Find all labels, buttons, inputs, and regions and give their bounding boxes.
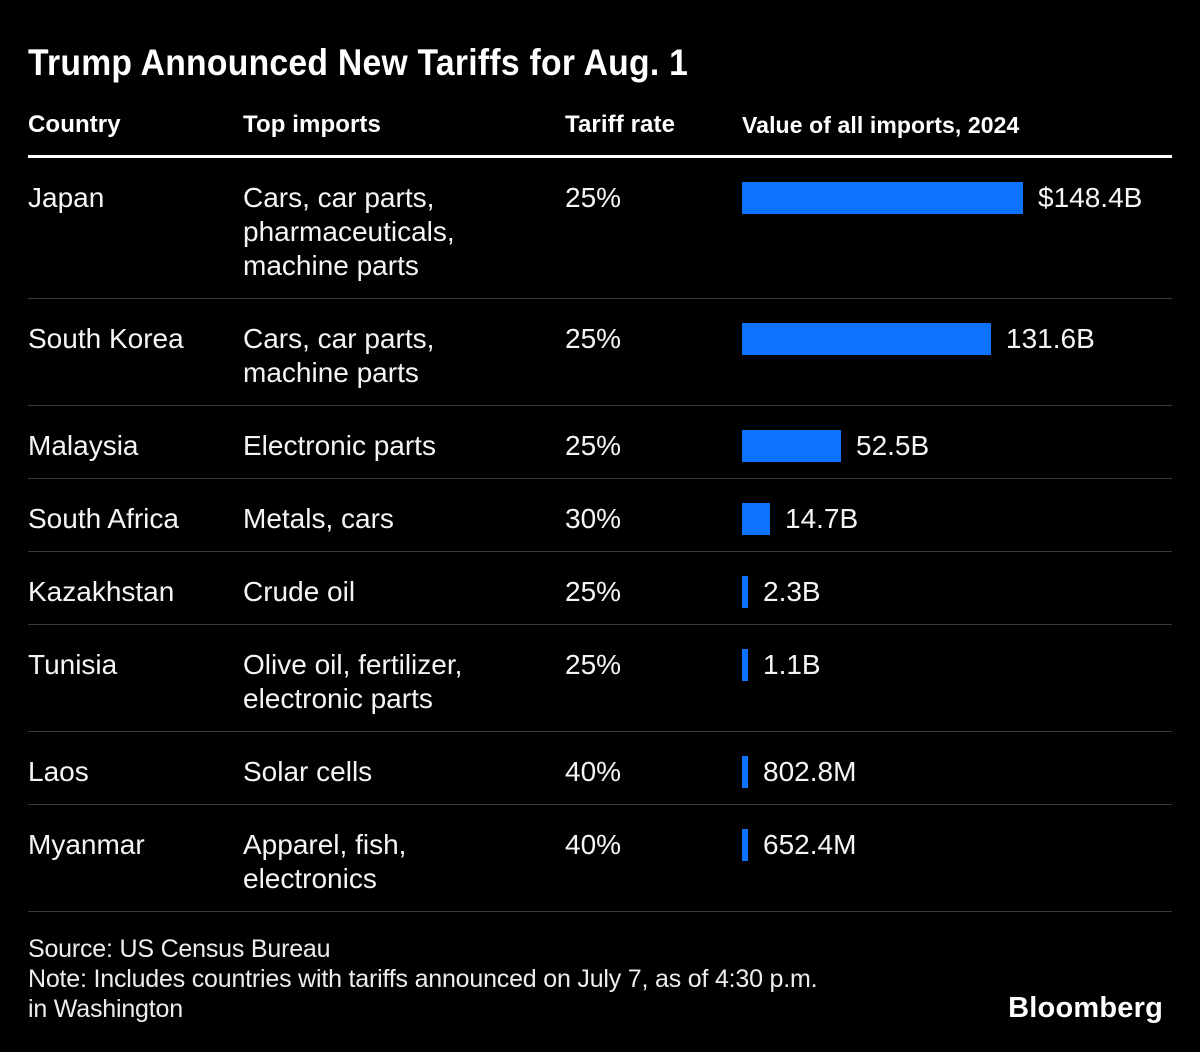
column-header-top-imports: Top imports	[243, 111, 381, 138]
top-imports-cell: Cars, car parts, pharmaceuticals, machin…	[243, 182, 455, 281]
country-cell: Kazakhstan	[28, 576, 175, 607]
table-row: South Africa Metals, cars 30% 14.7B	[28, 479, 1172, 552]
top-imports-cell: Olive oil, fertilizer, electronic parts	[243, 649, 463, 714]
top-imports-cell: Cars, car parts, machine parts	[243, 323, 435, 388]
top-imports-cell: Crude oil	[243, 576, 356, 607]
value-bar	[742, 649, 748, 681]
top-imports-cell: Metals, cars	[243, 503, 394, 534]
table-row: Kazakhstan Crude oil 25% 2.3B	[28, 552, 1172, 625]
note-line-2: in Washington	[28, 995, 183, 1023]
footnotes: Source: US Census Bureau Note: Includes …	[28, 912, 1172, 1024]
value-bar	[742, 182, 1023, 214]
value-label: 2.3B	[763, 576, 821, 607]
value-label: $148.4B	[1038, 182, 1143, 213]
table-header-row: Country Top imports Tariff rate Value of…	[28, 111, 1172, 158]
value-cell: 2.3B	[742, 575, 1172, 609]
tariff-rate-cell: 40%	[565, 829, 622, 860]
tariff-rate-cell: 40%	[565, 756, 622, 787]
tariff-rate-cell: 25%	[565, 430, 622, 461]
tariff-rate-cell: 30%	[565, 503, 622, 534]
country-cell: Tunisia	[28, 649, 118, 680]
value-bar	[742, 829, 748, 861]
value-cell: 52.5B	[742, 429, 1172, 463]
country-cell: Japan	[28, 182, 105, 213]
value-cell: 14.7B	[742, 502, 1172, 536]
tariff-rate-cell: 25%	[565, 182, 622, 213]
value-cell: 1.1B	[742, 648, 1172, 716]
table-row: Laos Solar cells 40% 802.8M	[28, 732, 1172, 805]
value-cell: 802.8M	[742, 755, 1172, 789]
column-header-tariff-rate: Tariff rate	[565, 111, 676, 138]
value-label: 52.5B	[856, 430, 930, 461]
bloomberg-logo: Bloomberg	[1008, 992, 1163, 1024]
country-cell: South Korea	[28, 323, 184, 354]
top-imports-cell: Solar cells	[243, 756, 373, 787]
top-imports-cell: Apparel, fish, electronics	[243, 829, 407, 894]
value-bar	[742, 756, 748, 788]
country-cell: Malaysia	[28, 430, 139, 461]
value-bar	[742, 576, 748, 608]
value-label: 1.1B	[763, 649, 821, 680]
table-body: Japan Cars, car parts, pharmaceuticals, …	[28, 158, 1172, 912]
value-bar	[742, 323, 991, 355]
column-header-country: Country	[28, 111, 121, 138]
country-cell: South Africa	[28, 503, 179, 534]
value-label: 802.8M	[763, 756, 857, 787]
column-header-import-value: Value of all imports, 2024	[742, 112, 1020, 138]
value-label: 14.7B	[785, 503, 859, 534]
tariff-rate-cell: 25%	[565, 576, 622, 607]
table-row: Tunisia Olive oil, fertilizer, electroni…	[28, 625, 1172, 732]
table-row: South Korea Cars, car parts, machine par…	[28, 299, 1172, 406]
table-row: Malaysia Electronic parts 25% 52.5B	[28, 406, 1172, 479]
table-row: Japan Cars, car parts, pharmaceuticals, …	[28, 158, 1172, 299]
top-imports-cell: Electronic parts	[243, 430, 436, 461]
value-bar	[742, 430, 841, 462]
page-title: Trump Announced New Tariffs for Aug. 1	[28, 42, 689, 83]
value-cell: 652.4M	[742, 828, 1172, 896]
table-row: Myanmar Apparel, fish, electronics 40% 6…	[28, 805, 1172, 912]
tariff-rate-cell: 25%	[565, 323, 622, 354]
value-cell: 131.6B	[742, 322, 1172, 390]
value-bar	[742, 503, 770, 535]
value-label: 652.4M	[763, 829, 857, 860]
country-cell: Laos	[28, 756, 89, 787]
tariff-rate-cell: 25%	[565, 649, 622, 680]
country-cell: Myanmar	[28, 829, 145, 860]
value-cell: $148.4B	[742, 181, 1172, 283]
note-line-1: Note: Includes countries with tariffs an…	[28, 965, 818, 993]
source-line: Source: US Census Bureau	[28, 935, 331, 963]
value-label: 131.6B	[1006, 323, 1095, 354]
